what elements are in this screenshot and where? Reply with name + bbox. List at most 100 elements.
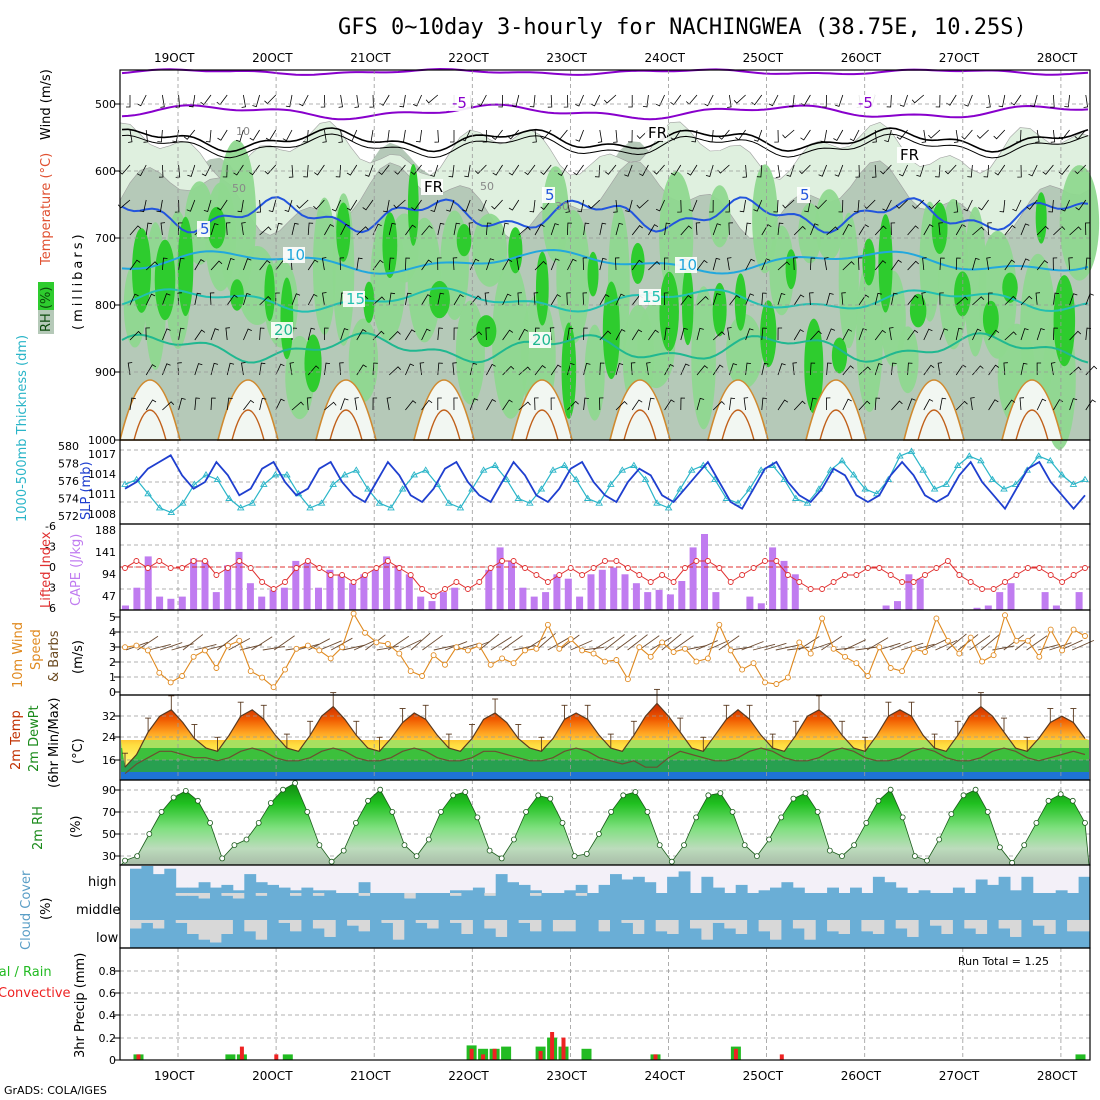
cloud-gap <box>175 920 188 923</box>
cape-bar <box>655 589 663 610</box>
series-marker <box>977 456 985 464</box>
cloud-bar <box>164 868 177 893</box>
cloud-bar <box>998 893 1011 920</box>
cape-bar <box>269 589 277 610</box>
wind10m-barb <box>410 632 431 651</box>
wind-barb <box>583 327 588 341</box>
series-marker <box>687 466 696 473</box>
rh2m-marker <box>437 809 444 815</box>
cape-bar <box>701 534 708 610</box>
credit-label: GrADS: COLA/IGES <box>4 1084 107 1097</box>
rh2m-marker <box>924 857 930 864</box>
wind10m-barb <box>752 643 776 651</box>
wind-barb <box>972 296 985 306</box>
cloud-bar <box>495 936 508 948</box>
cloud-bar <box>1067 893 1079 920</box>
series-marker <box>572 475 580 483</box>
wind-barb <box>842 223 853 236</box>
rh-blob-core <box>1035 192 1047 244</box>
wind-barb <box>753 199 763 212</box>
y-tick: 0.2 <box>99 1032 117 1045</box>
slp-series <box>121 447 1089 516</box>
wind-barb <box>988 399 999 411</box>
series-marker <box>990 652 997 659</box>
rh2m-marker <box>511 836 517 843</box>
series-marker <box>716 565 723 571</box>
rh-blob-mid <box>708 185 731 248</box>
precip-ylabel-1: Total / Rain <box>0 965 52 980</box>
cloud-bar <box>884 920 897 948</box>
series-marker <box>316 565 323 571</box>
contour-5 <box>121 196 1089 234</box>
wind-barb <box>129 397 136 411</box>
wind-barb <box>1058 164 1070 175</box>
wind-barb <box>453 397 458 411</box>
wind-barb <box>1052 257 1058 271</box>
wind-barb <box>631 329 643 341</box>
wind-barb <box>842 261 855 271</box>
wind-barb <box>712 331 725 341</box>
wind-barb <box>889 327 894 341</box>
series-marker <box>1047 572 1054 578</box>
wind-barb <box>565 199 570 213</box>
wind-barb <box>964 94 973 107</box>
wind-barb <box>346 199 358 211</box>
series-marker <box>375 499 384 506</box>
cloud-bar <box>781 893 794 920</box>
series-marker <box>476 642 483 649</box>
rh2m-unit: (%) <box>69 816 84 839</box>
wind-barb <box>993 129 1006 140</box>
wind-barb <box>777 363 786 376</box>
wind-barb <box>237 199 244 213</box>
cloud-gap <box>244 920 257 932</box>
rh2m-marker <box>984 809 991 815</box>
cape-bar <box>224 565 232 610</box>
wind-barb <box>753 129 763 142</box>
wind-barb <box>175 164 181 178</box>
cloud-bar <box>301 920 314 948</box>
series-marker <box>190 480 199 487</box>
wind-barb <box>972 257 980 271</box>
surface-warm-contour <box>721 409 755 441</box>
series-marker <box>167 679 174 686</box>
wind-barb <box>916 164 925 177</box>
wind-barb <box>567 327 574 341</box>
wind-barb <box>899 94 908 107</box>
dewpoint-line <box>124 747 1086 775</box>
cloud-bar <box>712 893 725 920</box>
wind-barb <box>540 129 552 140</box>
cloud-bar <box>712 922 725 948</box>
cloud-bar <box>644 893 657 920</box>
wind-barb <box>177 222 183 236</box>
wind10m-barb <box>1014 634 1036 651</box>
series-marker <box>293 565 300 571</box>
wind-barb <box>524 164 536 176</box>
series-marker <box>819 615 826 622</box>
series-marker <box>248 499 256 506</box>
cape-bar <box>757 603 765 610</box>
series-marker <box>933 565 940 571</box>
wind-barb <box>335 164 341 178</box>
series-marker <box>247 565 254 571</box>
cloud-bar <box>667 876 679 893</box>
series-marker <box>750 660 757 667</box>
wind-barb <box>898 164 908 177</box>
precip-rain-bar <box>1075 1054 1086 1060</box>
cloud-bar <box>587 893 599 920</box>
wind-barb <box>128 129 133 143</box>
wind-barb <box>853 199 860 213</box>
wind-barb <box>944 164 957 175</box>
wind10m-barb <box>627 634 648 651</box>
wind-barb <box>1004 331 1017 341</box>
cloud-bar <box>1021 893 1034 920</box>
cloud-gap <box>130 920 142 929</box>
wind-barb <box>695 222 701 236</box>
cloud-gap <box>450 920 462 923</box>
series-marker <box>942 480 950 487</box>
cloud-bar <box>347 893 359 920</box>
y-tick-left: 580 <box>58 440 79 453</box>
wind-barb <box>518 328 529 341</box>
cloud-bar <box>564 890 577 893</box>
